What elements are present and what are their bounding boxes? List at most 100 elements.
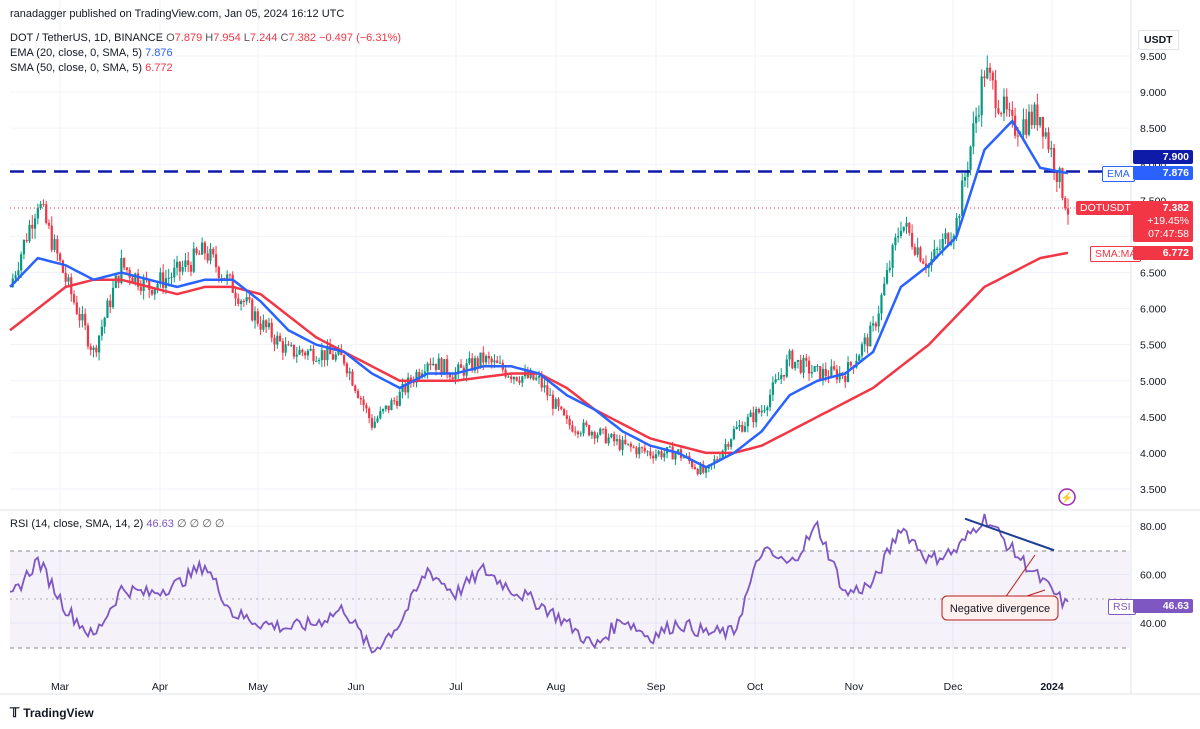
candle-body: [473, 358, 477, 371]
candle-body: [858, 355, 861, 361]
candle-body: [938, 248, 942, 250]
candle-body: [593, 432, 596, 439]
candle-body: [170, 277, 173, 279]
candle-body: [39, 203, 42, 209]
candle-body: [908, 222, 911, 233]
last-percent: +19.45%: [1147, 215, 1189, 227]
time-tick-label: Sep: [647, 681, 666, 693]
candle-body: [585, 422, 588, 426]
candle-body: [343, 355, 346, 364]
candle-body: [849, 362, 852, 366]
tv-logo-text: TradingView: [23, 706, 94, 720]
candle-body: [805, 357, 808, 361]
candle-body: [415, 371, 418, 383]
candle-body: [955, 218, 958, 236]
candle-body: [100, 326, 103, 336]
candle-body: [212, 248, 215, 255]
candle-body: [351, 371, 354, 386]
candle-body: [791, 350, 794, 369]
time-tick-label: Jul: [449, 681, 462, 693]
candle-body: [482, 352, 485, 363]
candle-body: [1052, 148, 1056, 172]
candle-body: [924, 263, 928, 268]
candle-body: [1002, 96, 1006, 114]
candle-body: [384, 405, 387, 410]
candle-body: [897, 235, 900, 238]
candle-body: [972, 123, 975, 147]
candle-body: [485, 355, 488, 363]
candle-body: [440, 358, 443, 375]
candle-body: [476, 358, 479, 367]
candle-body: [120, 257, 123, 284]
candle-body: [248, 297, 251, 300]
candle-body: [1039, 117, 1042, 126]
high-value: 7.954: [213, 32, 241, 44]
candle-body: [1022, 119, 1025, 136]
time-tick-label: Jun: [348, 681, 365, 693]
tradingview-logo[interactable]: 𝕋 TradingView: [10, 705, 94, 721]
candle-body: [1041, 117, 1045, 137]
candle-body: [966, 169, 969, 178]
price-tick-label: 9.000: [1140, 87, 1166, 99]
candle-body: [64, 272, 67, 282]
level-price-label: 7.900: [1133, 150, 1193, 164]
candle-body: [331, 354, 335, 360]
candle-body: [599, 428, 602, 435]
candle-body: [290, 344, 293, 346]
candle-body: [590, 432, 593, 436]
candle-body: [546, 385, 549, 396]
divergence-line: [964, 517, 1055, 552]
candle-body: [961, 180, 964, 217]
currency-button[interactable]: USDT: [1138, 30, 1179, 50]
candle-body: [1036, 104, 1039, 126]
rsi-legend-label: RSI (14, close, SMA, 14, 2): [10, 518, 144, 530]
candle-body: [242, 300, 245, 302]
candle-body: [148, 280, 151, 290]
rsi-legend: RSI (14, close, SMA, 14, 2) 46.63 ∅ ∅ ∅ …: [10, 517, 224, 531]
candle-body: [652, 455, 655, 459]
candle-body: [454, 372, 457, 380]
sma-axis-value: 6.772: [1133, 246, 1193, 260]
candle-body: [201, 242, 204, 255]
candle-body: [270, 322, 273, 338]
candle-body: [601, 428, 605, 430]
flash-icon[interactable]: [1058, 488, 1076, 506]
change-value: −0.497 (−6.31%): [319, 32, 402, 44]
candle-body: [31, 224, 34, 229]
candle-body: [234, 292, 237, 299]
candle-body: [284, 344, 287, 353]
price-tick-label: 3.500: [1140, 484, 1166, 496]
candle-body: [844, 375, 847, 382]
candle-body: [977, 115, 981, 117]
candle-body: [819, 366, 822, 381]
candle-body: [677, 449, 680, 454]
candle-body: [490, 358, 493, 363]
candle-body: [671, 446, 674, 460]
candle-body: [59, 253, 62, 261]
candle-body: [61, 260, 64, 273]
candle-body: [459, 364, 463, 368]
candle-body: [755, 409, 758, 423]
candle-body: [479, 352, 482, 367]
candle-body: [874, 323, 877, 327]
candle-body: [730, 439, 733, 447]
candle-body: [796, 359, 800, 362]
candle-body: [560, 406, 563, 410]
candle-body: [618, 439, 621, 450]
candle-body: [682, 457, 685, 459]
candle-body: [309, 348, 312, 351]
candle-body: [632, 446, 635, 448]
divergence-label: Negative divergence: [950, 603, 1050, 615]
candle-body: [306, 350, 310, 356]
open-value: 7.879: [174, 32, 203, 44]
candle-body: [919, 247, 922, 262]
candle-body: [134, 273, 137, 282]
candle-body: [869, 325, 872, 347]
symbol-axis-tag: DOTUSDT: [1076, 201, 1135, 215]
candle-body: [743, 426, 747, 432]
candle-body: [301, 349, 304, 353]
candle-body: [657, 451, 660, 455]
candle-body: [412, 382, 415, 384]
candle-body: [245, 297, 248, 302]
